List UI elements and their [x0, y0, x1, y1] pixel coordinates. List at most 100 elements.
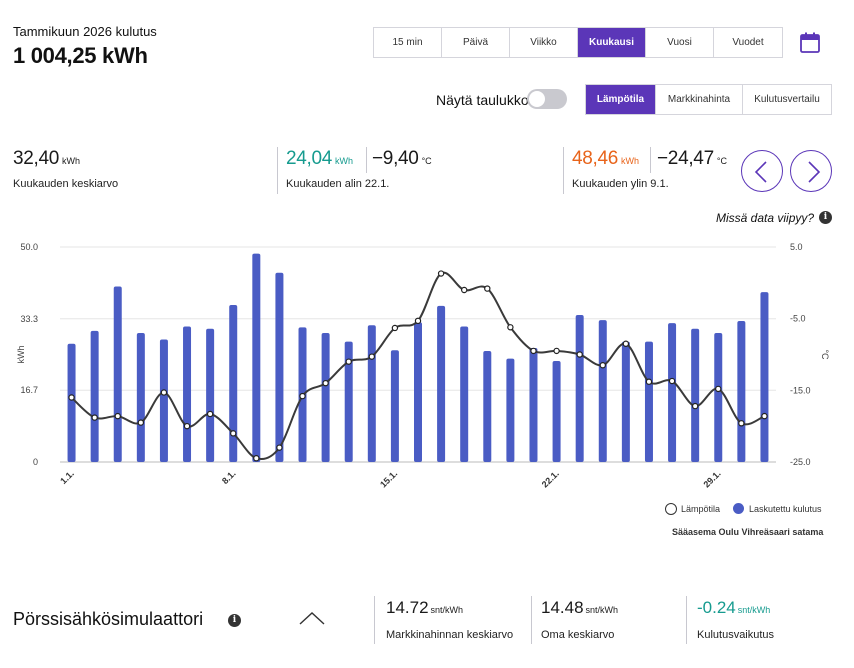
temperature-point — [91, 414, 98, 421]
data-delay-link[interactable]: Missä data viipyy? — [716, 211, 815, 225]
bar — [575, 314, 584, 462]
bar — [483, 351, 492, 462]
tab-day[interactable]: Päivä — [442, 28, 510, 57]
bar — [460, 326, 469, 462]
simulator-info-icon[interactable]: i — [228, 614, 241, 627]
tab-years[interactable]: Vuodet — [732, 37, 764, 48]
stat-min-label: Kuukauden alin 22.1. — [286, 178, 390, 190]
temperature-point — [206, 410, 214, 418]
bar — [344, 341, 353, 462]
chevron-left-icon — [754, 161, 767, 183]
tab-week[interactable]: Viikko — [510, 28, 578, 57]
temperature-point — [738, 420, 745, 427]
temperature-point — [276, 444, 283, 451]
toggle-knob — [529, 91, 545, 107]
weather-station: Sääasema Oulu Vihreäsaari satama — [672, 527, 824, 537]
table-toggle-label: Näytä taulukko — [436, 92, 529, 108]
divider — [650, 147, 651, 173]
info-icon[interactable]: i — [819, 211, 832, 224]
tab-15min[interactable]: 15 min — [374, 28, 442, 57]
legend-temperature-label: Lämpötila — [681, 504, 721, 514]
y-tick-left: 0 — [33, 457, 38, 467]
sim-stat-own-label: Oma keskiarvo — [541, 629, 615, 641]
temperature-point — [299, 392, 306, 400]
stat-max-temp-unit: °C — [716, 156, 727, 166]
temperature-point — [507, 324, 514, 331]
sim-stat-market-value: 14.72 — [386, 598, 429, 617]
y-tick-left: 33.3 — [20, 314, 38, 324]
temperature-point — [645, 378, 653, 385]
stat-average-label: Kuukauden keskiarvo — [13, 178, 119, 190]
temperature-point — [715, 385, 722, 393]
y-axis-label-left: kWh — [16, 346, 26, 364]
bar — [183, 326, 192, 462]
divider — [374, 596, 375, 644]
bar — [691, 328, 700, 462]
temperature-point — [599, 362, 606, 369]
tab-market-price[interactable]: Markkinahinta — [656, 85, 743, 114]
bar — [644, 341, 653, 462]
x-tick-label: 29.1. — [701, 468, 722, 489]
sim-stat-impact-label: Kulutusvaikutus — [697, 629, 775, 641]
legend-consumption-label: Laskutettu kulutus — [749, 503, 822, 514]
stat-average-value: 32,40 — [13, 148, 60, 169]
legend-temperature[interactable]: Lämpötila — [665, 503, 720, 515]
period-tabs: 15 min Päivä Viikko Kuukausi Vuosi Vuode… — [373, 27, 783, 58]
temperature-point — [622, 340, 630, 347]
divider — [563, 147, 564, 194]
legend-consumption[interactable]: Laskutettu kulutus — [733, 503, 822, 514]
next-month-button[interactable] — [790, 150, 832, 192]
stat-min-temp: −9,40 °C — [372, 148, 432, 170]
bar — [252, 253, 261, 462]
bar — [506, 358, 515, 462]
x-tick-label: 1.1. — [58, 468, 76, 486]
x-tick-label: 8.1. — [220, 468, 238, 486]
bar — [437, 305, 446, 462]
temperature-point — [230, 430, 237, 437]
temperature-point — [576, 351, 583, 358]
temperature-point — [460, 286, 468, 294]
calendar-icon[interactable] — [800, 32, 820, 53]
stat-min-value: 24,04 — [286, 148, 333, 169]
sim-stat-own: 14.48 snt/kWh Oma keskiarvo — [541, 598, 618, 641]
bar — [113, 286, 122, 462]
temperature-point — [137, 419, 145, 426]
tab-year[interactable]: Vuosi — [646, 28, 714, 57]
tab-month[interactable]: Kuukausi — [578, 28, 646, 57]
stat-max-unit: kWh — [621, 156, 640, 166]
y-tick-right: -15.0 — [790, 385, 811, 395]
y-tick-right: -25.0 — [790, 457, 811, 467]
y-tick-right: -5.0 — [790, 314, 806, 324]
legend-consumption-marker — [733, 503, 744, 514]
divider — [531, 596, 532, 644]
sim-stat-impact-unit: snt/kWh — [737, 605, 771, 615]
divider — [277, 147, 278, 194]
bar — [552, 360, 561, 462]
stat-max-value: 48,46 — [572, 148, 619, 169]
bar — [414, 322, 422, 462]
stat-max: 48,46 kWh Kuukauden ylin 9.1. — [572, 148, 669, 190]
total-consumption: 1 004,25 kWh — [13, 43, 148, 68]
tab-temperature[interactable]: Lämpötila — [586, 85, 656, 114]
temperature-point — [160, 389, 168, 396]
temperature-point — [391, 324, 399, 332]
table-toggle[interactable] — [527, 89, 567, 109]
sim-stat-own-value: 14.48 — [541, 598, 584, 617]
chevron-up-icon[interactable] — [298, 610, 326, 626]
y-tick-left: 50.0 — [20, 242, 38, 252]
prev-month-button[interactable] — [741, 150, 783, 192]
sim-stat-market-unit: snt/kWh — [430, 605, 464, 615]
stat-max-temp-value: −24,47 — [657, 148, 714, 169]
sim-stat-market: 14.72 snt/kWh Markkinahinnan keskiarvo — [386, 598, 513, 641]
stat-min-temp-value: −9,40 — [372, 148, 419, 169]
sim-stat-own-unit: snt/kWh — [585, 605, 619, 615]
chevron-right-icon — [808, 161, 821, 183]
temperature-point — [691, 402, 699, 410]
tab-consumption-comparison[interactable]: Kulutusvertailu — [754, 94, 820, 105]
legend-temperature-marker — [665, 503, 677, 515]
stat-min: 24,04 kWh Kuukauden alin 22.1. — [286, 148, 389, 190]
temperature-point — [553, 347, 560, 355]
stat-max-label: Kuukauden ylin 9.1. — [572, 178, 669, 190]
bar — [737, 320, 746, 462]
bar — [229, 305, 238, 462]
